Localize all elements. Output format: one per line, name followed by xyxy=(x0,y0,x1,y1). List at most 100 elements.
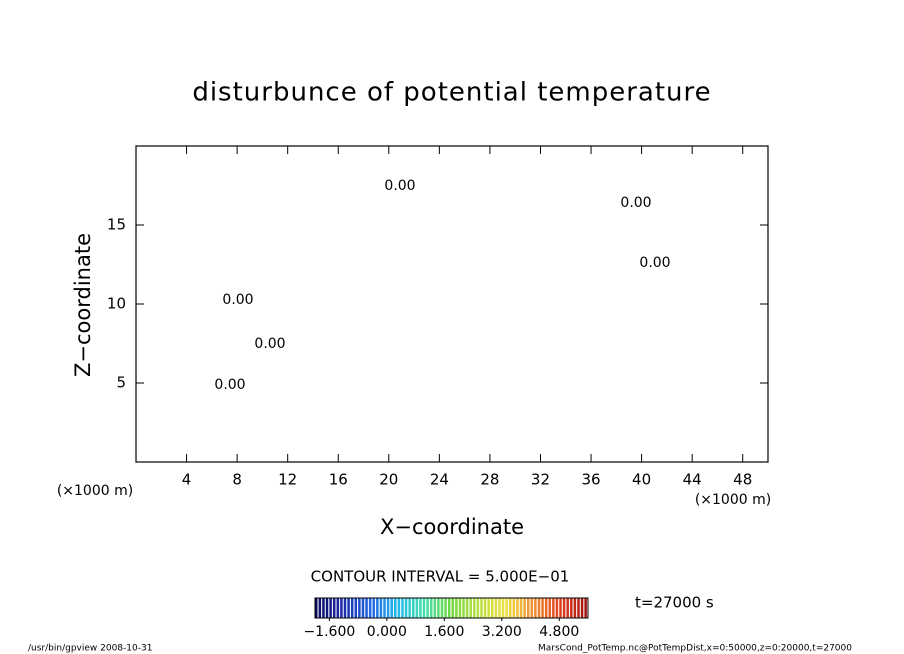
contour-interval: CONTOUR INTERVAL = 5.000E−01 xyxy=(311,568,570,586)
contour-label: 0.00 xyxy=(214,377,245,393)
colorbar-label: 1.600 xyxy=(424,624,464,640)
colorbar-stripe xyxy=(379,598,383,618)
colorbar-stripe xyxy=(559,598,562,618)
colorbar-stripe xyxy=(365,598,368,618)
colorbar-stripe xyxy=(534,598,537,618)
colorbar-stripe xyxy=(501,598,505,618)
colorbar-stripe xyxy=(552,598,555,618)
colorbar-stripe xyxy=(508,598,512,618)
colorbar-stripe xyxy=(358,598,361,618)
chart-title: disturbunce of potential temperature xyxy=(192,78,711,108)
y-tick-label: 10 xyxy=(107,295,126,313)
contour-label: 0.00 xyxy=(620,195,651,211)
colorbar-stripe xyxy=(530,598,534,618)
colorbar-stripe xyxy=(494,598,498,618)
colorbar-stripe xyxy=(322,598,325,618)
colorbar-stripe xyxy=(325,598,329,618)
colorbar-stripe xyxy=(570,598,573,618)
x-tick-label: 12 xyxy=(278,471,297,489)
footer: MarsCond_PotTemp.nc@PotTempDist,x=0:5000… xyxy=(538,644,852,654)
x-tick-label: 4 xyxy=(182,471,192,489)
x-unit: (×1000 m) xyxy=(57,483,133,499)
colorbar-stripe xyxy=(483,598,487,618)
colorbar-stripe xyxy=(498,598,501,618)
colorbar-stripe xyxy=(368,598,372,618)
colorbar-stripe xyxy=(480,598,483,618)
x-tick-label: 28 xyxy=(480,471,499,489)
colorbar-stripe xyxy=(329,598,332,618)
x-tick-label: 8 xyxy=(232,471,242,489)
colorbar-stripe xyxy=(519,598,523,618)
x-tick-label: 48 xyxy=(733,471,752,489)
colorbar-stripe xyxy=(411,598,415,618)
colorbar-frame xyxy=(314,597,589,619)
colorbar-stripe xyxy=(415,598,419,618)
colorbar-stripe xyxy=(548,598,552,618)
contour-label: 0.00 xyxy=(222,292,253,308)
x-axis-label: X−coordinate xyxy=(380,515,524,539)
x-tick-label: 16 xyxy=(329,471,348,489)
y-tick-label: 15 xyxy=(107,216,126,234)
colorbar-stripe xyxy=(541,598,544,618)
colorbar-label: −1.600 xyxy=(303,624,355,640)
colorbar-stripe xyxy=(447,598,451,618)
colorbar-stripe xyxy=(340,598,343,618)
colorbar-stripe xyxy=(476,598,480,618)
colorbar-stripe xyxy=(573,598,577,618)
colorbar-stripe xyxy=(422,598,426,618)
colorbar-stripe xyxy=(562,598,566,618)
colorbar-stripe xyxy=(401,598,404,618)
colorbar-stripe xyxy=(354,598,358,618)
colorbar-stripe xyxy=(577,598,580,618)
colorbar-stripe xyxy=(350,598,354,618)
colorbar-stripe xyxy=(372,598,375,618)
x-tick-label: 20 xyxy=(379,471,398,489)
colorbar-stripe xyxy=(584,598,587,618)
colorbar-stripe xyxy=(390,598,393,618)
contour-label: 0.00 xyxy=(639,255,670,271)
colorbar-stripe xyxy=(315,598,318,618)
x-tick-label: 40 xyxy=(632,471,651,489)
footer: /usr/bin/gpview 2008-10-31 xyxy=(28,644,152,654)
colorbar-stripe xyxy=(444,598,447,618)
x-tick-label: 36 xyxy=(581,471,600,489)
colorbar-stripe xyxy=(361,598,365,618)
colorbar-stripe xyxy=(394,598,397,618)
colorbar-stripe xyxy=(465,598,469,618)
colorbar-stripe xyxy=(526,598,530,618)
y-axis-label: Z−coordinate xyxy=(71,233,95,377)
colorbar-stripe xyxy=(516,598,519,618)
colorbar-label: 4.800 xyxy=(539,624,579,640)
colorbar-stripe xyxy=(404,598,408,618)
colorbar-stripe xyxy=(469,598,472,618)
x-tick-label: 44 xyxy=(683,471,702,489)
colorbar-stripe xyxy=(386,598,390,618)
colorbar-stripe xyxy=(566,598,569,618)
colorbar-stripe xyxy=(426,598,429,618)
colorbar-stripe xyxy=(580,598,584,618)
colorbar-stripe xyxy=(419,598,422,618)
colorbar-stripe xyxy=(455,598,458,618)
colorbar-stripe xyxy=(473,598,476,618)
contour-label: 0.00 xyxy=(254,336,285,352)
y-tick-label: 5 xyxy=(116,374,126,392)
colorbar-stripe xyxy=(440,598,444,618)
colorbar-stripe xyxy=(451,598,455,618)
colorbar-stripe xyxy=(544,598,548,618)
contour-label: 0.00 xyxy=(384,178,415,194)
colorbar-stripe xyxy=(491,598,494,618)
colorbar-label: 3.200 xyxy=(482,624,522,640)
colorbar-stripe xyxy=(537,598,541,618)
colorbar-stripe xyxy=(512,598,516,618)
colorbar-stripe xyxy=(397,598,401,618)
colorbar-stripe xyxy=(332,598,336,618)
colorbar-stripe xyxy=(408,598,411,618)
colorbar-stripe xyxy=(343,598,347,618)
time-label: t=27000 s xyxy=(635,594,714,612)
colorbar-stripe xyxy=(462,598,465,618)
x-unit: (×1000 m) xyxy=(695,492,771,508)
colorbar-stripe xyxy=(347,598,350,618)
colorbar-stripe xyxy=(458,598,462,618)
colorbar-stripe xyxy=(555,598,559,618)
colorbar-stripe xyxy=(433,598,437,618)
